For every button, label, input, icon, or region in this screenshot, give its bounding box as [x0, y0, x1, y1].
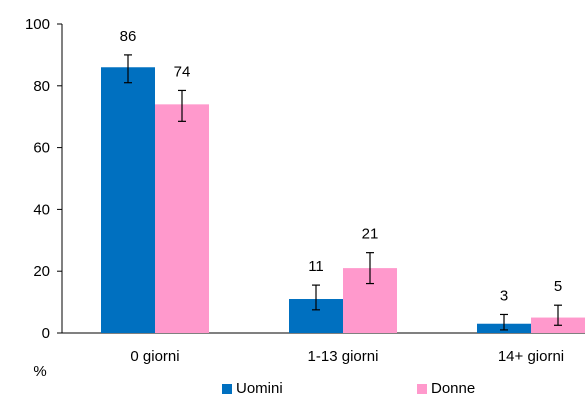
data-labels: 86 11 3 74 21 5: [120, 28, 563, 305]
bar-donne: [155, 104, 209, 333]
y-tick-label: 40: [33, 201, 50, 218]
x-category-label: 0 giorni: [130, 348, 179, 365]
legend: Uomini Donne: [222, 380, 475, 397]
y-axis-unit-label: %: [33, 363, 46, 380]
data-label: 11: [308, 258, 324, 275]
data-label: 3: [500, 287, 508, 304]
data-label: 5: [554, 278, 562, 295]
y-tick-label: 0: [42, 325, 50, 342]
data-label: 21: [362, 226, 379, 243]
legend-swatch-uomini: [222, 384, 232, 394]
error-bars: [124, 54, 562, 331]
bar-uomini: [101, 67, 155, 333]
data-label: 74: [174, 63, 191, 80]
legend-label-donne: Donne: [431, 380, 475, 397]
y-tick-label: 100: [25, 16, 50, 33]
legend-swatch-donne: [417, 384, 427, 394]
axes: 0 20 40 60 80 100% 0 giorni 1-13 giorni 14+ gior…: [25, 16, 585, 380]
bars: [101, 67, 585, 333]
legend-label-uomini: Uomini: [236, 380, 283, 397]
y-tick-label: 80: [33, 78, 50, 95]
data-label: 86: [120, 28, 137, 45]
y-tick-label: 20: [33, 263, 50, 280]
y-tick-label: 60: [33, 140, 50, 157]
x-category-label: 1-13 giorni: [308, 348, 379, 365]
x-category-label: 14+ giorni: [498, 348, 564, 365]
